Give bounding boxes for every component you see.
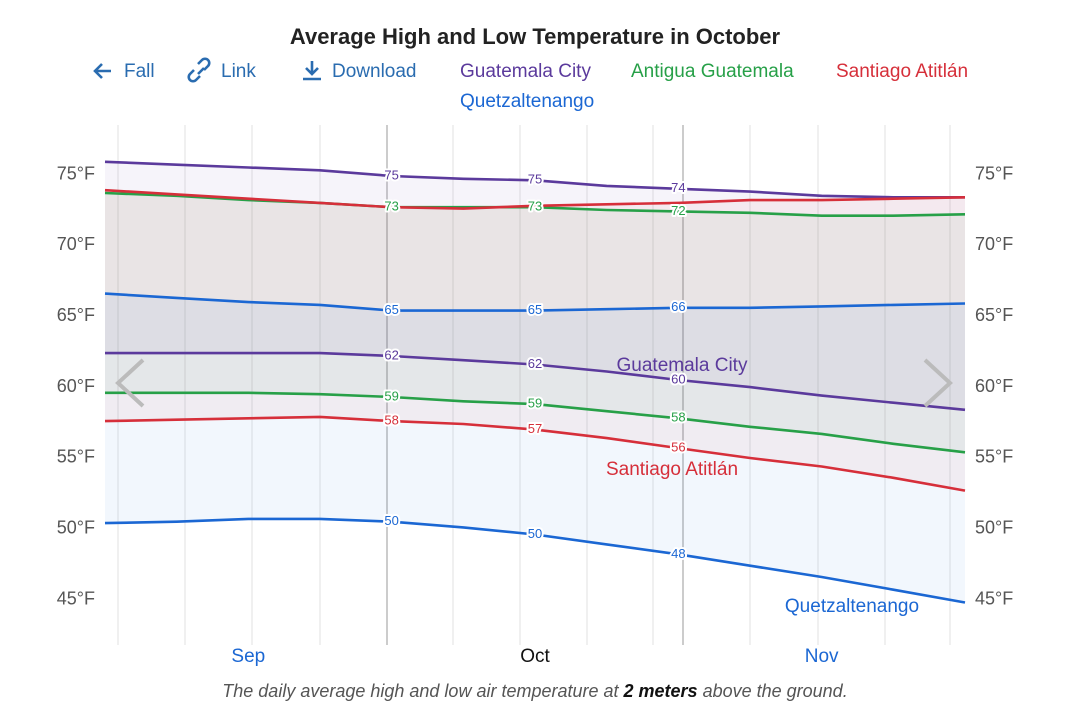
y-tick-label: 45°F bbox=[57, 588, 95, 608]
data-label: 72 bbox=[671, 203, 685, 218]
line-high bbox=[104, 188, 966, 210]
data-label: 75 bbox=[384, 167, 398, 182]
y2-tick-label: 60°F bbox=[975, 376, 1013, 396]
line-high bbox=[104, 191, 966, 217]
bands bbox=[105, 161, 965, 603]
y-tick-label: 60°F bbox=[57, 376, 95, 396]
data-label: 66 bbox=[671, 299, 685, 314]
temperature-band bbox=[105, 293, 965, 603]
series-annotation: Guatemala City bbox=[617, 355, 748, 376]
chevron bbox=[923, 358, 953, 408]
caption-text: above the ground. bbox=[697, 681, 848, 701]
y2-tick-label: 65°F bbox=[975, 305, 1013, 325]
data-label: 50 bbox=[528, 526, 542, 541]
y-tick-label: 55°F bbox=[57, 447, 95, 467]
data-label: 62 bbox=[528, 356, 542, 371]
legend-entry[interactable]: Quetzaltenango bbox=[460, 91, 594, 112]
y2-tick-label: 45°F bbox=[975, 588, 1013, 608]
y2-tick-label: 55°F bbox=[975, 447, 1013, 467]
y2-tick-label: 75°F bbox=[975, 163, 1013, 183]
nav-link[interactable]: Link bbox=[221, 61, 256, 82]
data-label: 65 bbox=[384, 302, 398, 317]
data-label: 73 bbox=[528, 199, 542, 214]
x-tick-label: Oct bbox=[520, 646, 550, 667]
data-label: 75 bbox=[528, 172, 542, 187]
x-tick-label: Sep bbox=[231, 646, 265, 667]
data-label: 56 bbox=[671, 439, 685, 454]
lines bbox=[104, 160, 966, 604]
caption-text: The daily average high and low air tempe… bbox=[222, 681, 624, 701]
legend-entry[interactable]: Antigua Guatemala bbox=[631, 61, 794, 82]
data-label: 59 bbox=[528, 396, 542, 411]
line-low bbox=[105, 351, 966, 412]
y2-tick-label: 50°F bbox=[975, 518, 1013, 538]
data-labels: 75 75 74 62 62 60 73 73 72 59 59 58 58 57 56 65 65 66 50 50… bbox=[382, 165, 687, 562]
y-tick-label: 75°F bbox=[57, 163, 95, 183]
legend-entry[interactable]: Santiago Atitlán bbox=[836, 61, 968, 82]
legend-entry[interactable]: Guatemala City bbox=[460, 61, 591, 82]
data-label: 58 bbox=[671, 410, 685, 425]
nav-icons bbox=[93, 57, 321, 83]
line-low bbox=[104, 517, 966, 604]
data-label: 62 bbox=[384, 347, 398, 362]
nav-link[interactable]: Fall bbox=[124, 61, 155, 82]
data-label: 50 bbox=[384, 513, 398, 528]
y-tick-label: 50°F bbox=[57, 518, 95, 538]
data-label: 59 bbox=[384, 388, 398, 403]
temperature-band bbox=[105, 190, 965, 491]
data-label: 57 bbox=[528, 421, 542, 436]
caption-emphasis: 2 meters bbox=[623, 681, 698, 701]
line-low bbox=[105, 391, 966, 454]
y-tick-label: 65°F bbox=[57, 305, 95, 325]
chevron bbox=[115, 358, 145, 408]
data-label: 48 bbox=[671, 546, 685, 561]
data-label: 73 bbox=[384, 199, 398, 214]
line-high bbox=[104, 292, 966, 312]
line-low bbox=[104, 415, 966, 492]
line-high bbox=[104, 160, 965, 199]
data-label: 60 bbox=[671, 371, 685, 386]
y-tick-label: 70°F bbox=[57, 234, 95, 254]
nav-link[interactable]: Download bbox=[332, 61, 417, 82]
series-annotation: Quetzaltenango bbox=[785, 596, 919, 617]
data-label: 65 bbox=[528, 302, 542, 317]
data-label: 58 bbox=[384, 413, 398, 428]
x-tick-label: Nov bbox=[805, 646, 839, 667]
temperature-band bbox=[105, 161, 965, 410]
y2-tick-label: 70°F bbox=[975, 234, 1013, 254]
series-annotation: Santiago Atitlán bbox=[606, 459, 738, 480]
data-label: 74 bbox=[671, 180, 685, 195]
plot: 75 75 74 62 62 60 73 73 72 59 59 58 58 57 56 65 65 66 50 50… bbox=[104, 125, 966, 645]
caption: The daily average high and low air tempe… bbox=[0, 681, 1070, 702]
chart-title: Average High and Low Temperature in Octo… bbox=[290, 24, 781, 49]
